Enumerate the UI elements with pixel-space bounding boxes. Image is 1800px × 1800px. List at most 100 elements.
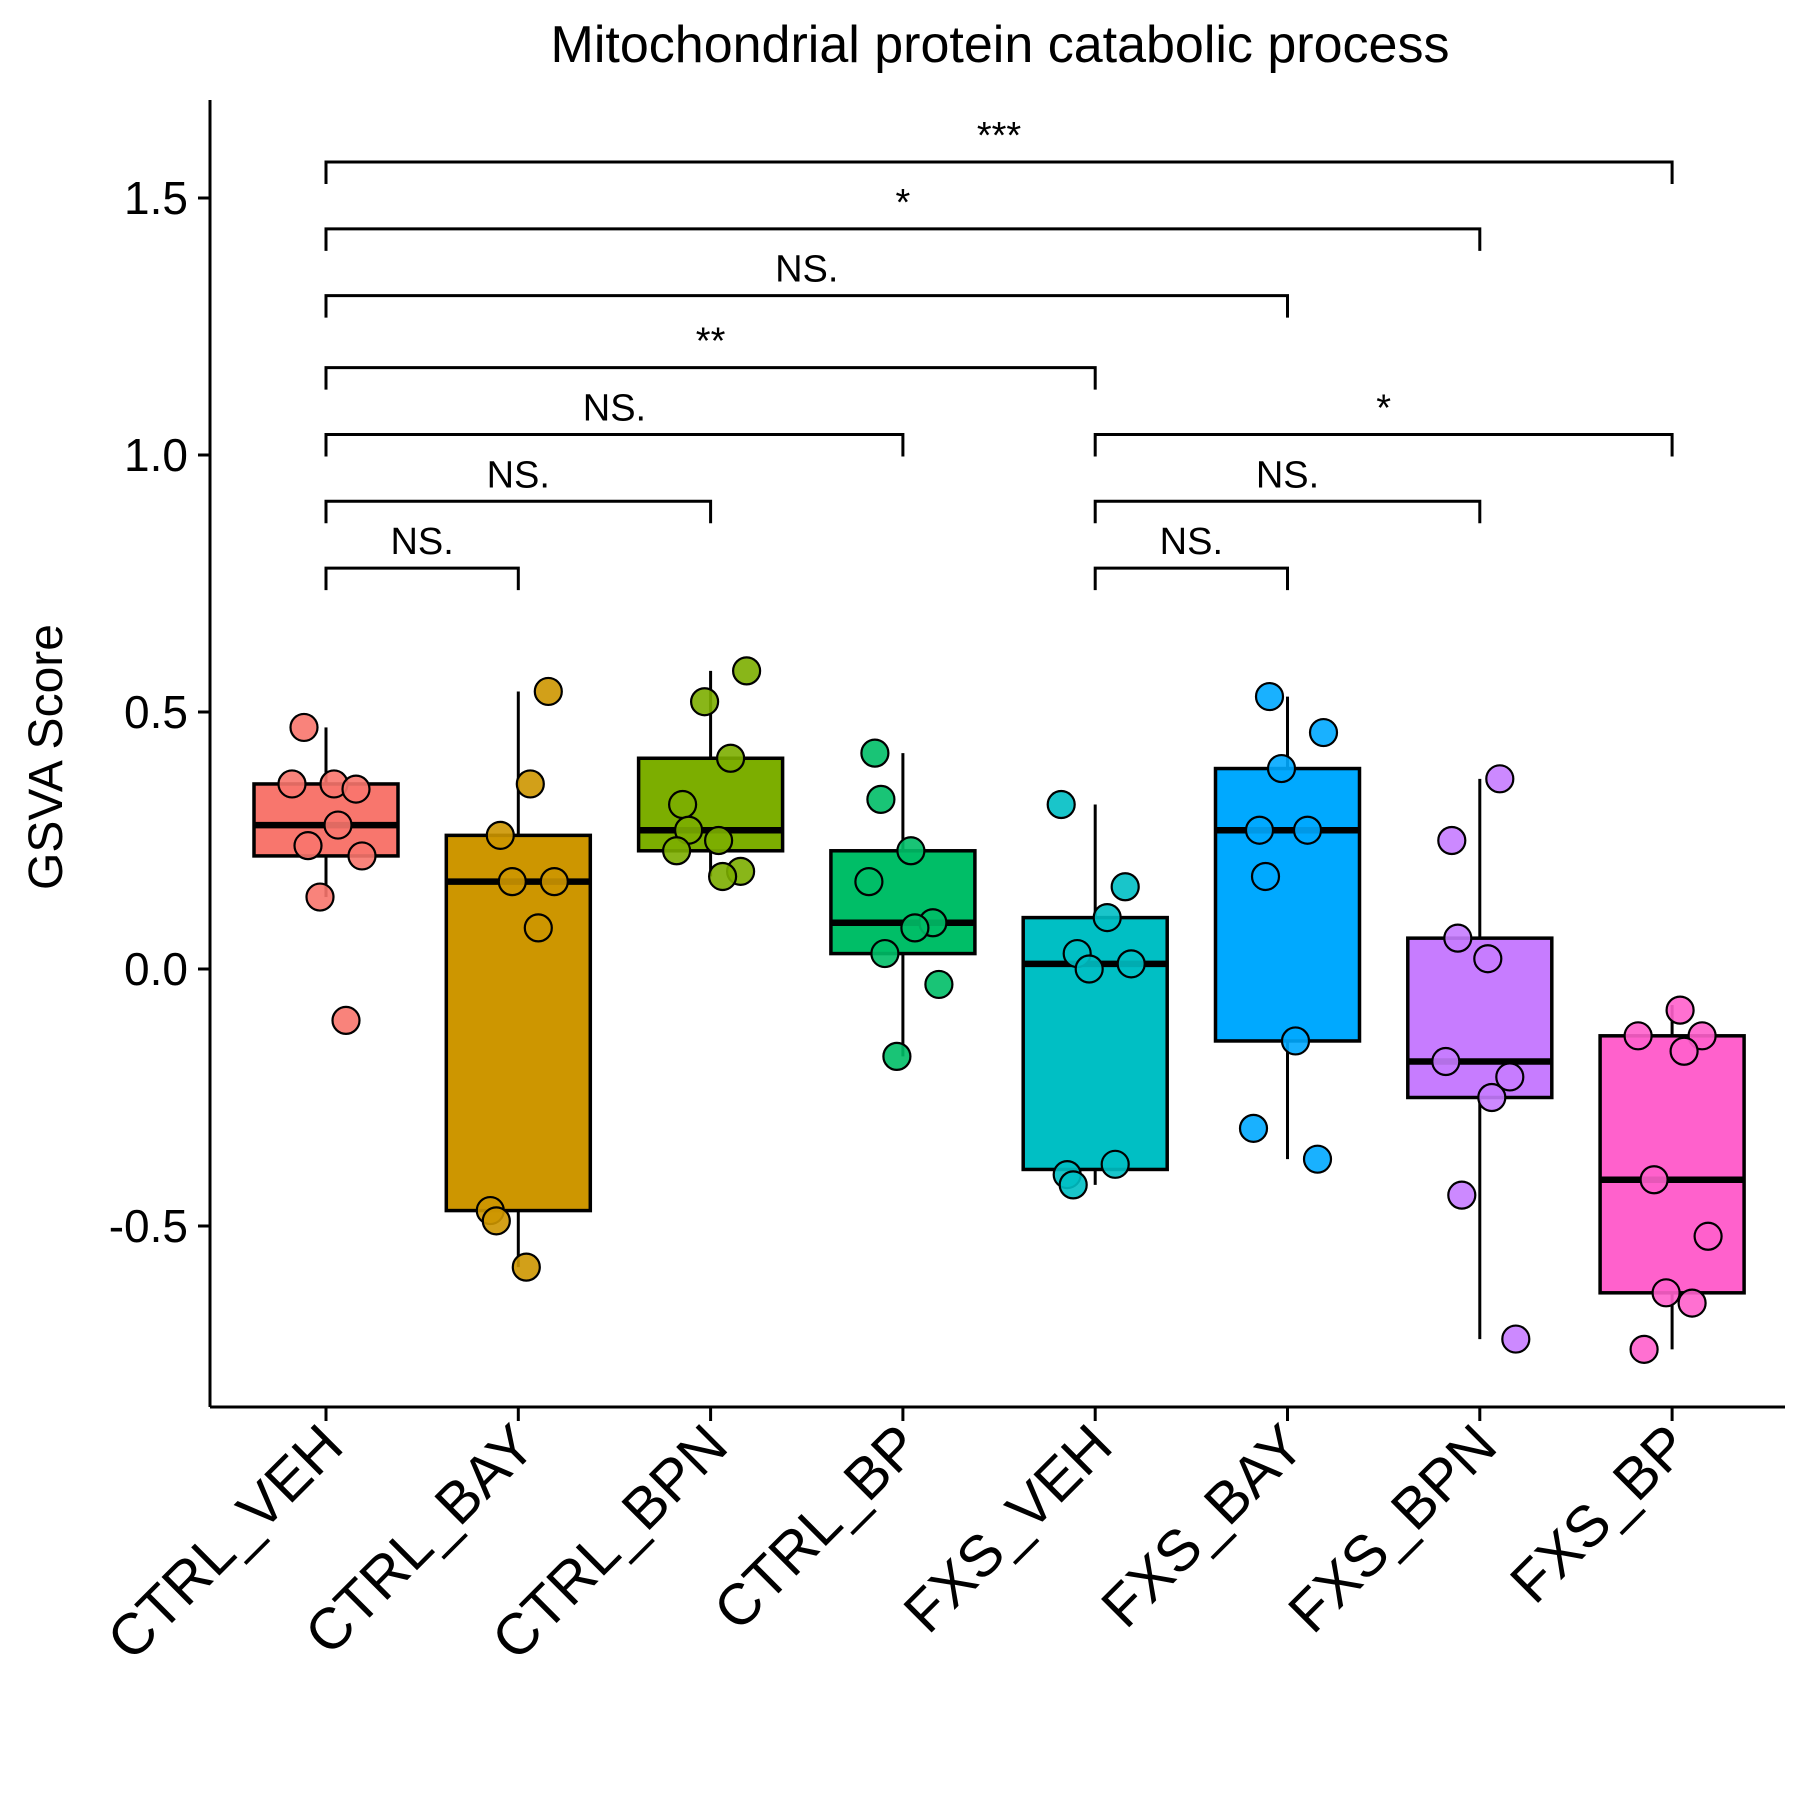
data-point-ctrl-veh bbox=[293, 831, 323, 861]
significance-label: * bbox=[1376, 387, 1391, 429]
x-tick-label-ctrl-bp: CTRL_BP bbox=[702, 1412, 933, 1643]
chart-title: Mitochondrial protein catabolic process bbox=[551, 16, 1450, 74]
data-point-ctrl-bp bbox=[882, 1041, 912, 1071]
data-point-fxs-veh bbox=[1100, 1149, 1130, 1179]
data-point-ctrl-veh bbox=[331, 1005, 361, 1036]
data-point-ctrl-bp bbox=[924, 969, 954, 1000]
data-point-ctrl-bpn bbox=[703, 825, 734, 856]
data-point-ctrl-veh bbox=[347, 841, 377, 871]
data-point-ctrl-bpn bbox=[731, 656, 762, 686]
data-point-fxs-bay bbox=[1250, 861, 1281, 892]
data-point-ctrl-bpn bbox=[661, 836, 692, 866]
data-point-ctrl-veh bbox=[305, 882, 335, 912]
significance-bracket bbox=[324, 499, 713, 524]
box-ctrl-bay bbox=[444, 833, 593, 1213]
data-point-fxs-bp bbox=[1623, 1021, 1653, 1051]
data-point-fxs-veh bbox=[1110, 872, 1140, 902]
data-point-fxs-bpn bbox=[1437, 825, 1467, 856]
data-point-fxs-bpn bbox=[1473, 944, 1503, 974]
data-point-fxs-bp bbox=[1651, 1278, 1681, 1308]
data-point-ctrl-veh bbox=[277, 769, 307, 799]
data-point-ctrl-bay bbox=[523, 913, 553, 943]
data-point-ctrl-bp bbox=[896, 836, 926, 866]
significance-bracket bbox=[1093, 432, 1674, 457]
data-point-fxs-veh bbox=[1058, 1170, 1088, 1200]
data-point-fxs-bpn bbox=[1495, 1062, 1525, 1092]
data-point-ctrl-bpn bbox=[707, 861, 738, 892]
significance-bracket bbox=[324, 366, 1097, 390]
data-point-fxs-veh bbox=[1092, 902, 1122, 933]
data-point-ctrl-veh bbox=[341, 774, 371, 804]
significance-label: NS. bbox=[487, 454, 550, 496]
data-point-ctrl-bay bbox=[511, 1252, 541, 1282]
box-fxs-bay bbox=[1213, 766, 1362, 1043]
data-point-fxs-bpn bbox=[1443, 923, 1473, 953]
significance-label: NS. bbox=[1160, 521, 1223, 563]
data-point-fxs-bay bbox=[1302, 1144, 1333, 1174]
x-tick-label-fxs-bpn: FXS_BPN bbox=[1276, 1412, 1509, 1645]
data-point-ctrl-bpn bbox=[715, 743, 746, 773]
data-point-fxs-bp bbox=[1677, 1288, 1707, 1318]
data-point-ctrl-veh bbox=[289, 712, 319, 743]
data-point-ctrl-bay bbox=[481, 1206, 511, 1236]
x-tick-label-fxs-veh: FXS_VEH bbox=[892, 1412, 1125, 1645]
data-point-ctrl-bp bbox=[900, 913, 930, 943]
data-point-fxs-bpn bbox=[1485, 764, 1515, 794]
data-point-fxs-veh bbox=[1116, 949, 1146, 979]
data-point-fxs-bay bbox=[1308, 717, 1339, 748]
data-point-fxs-bp bbox=[1629, 1334, 1659, 1364]
significance-bracket bbox=[1093, 499, 1482, 524]
data-point-ctrl-bp bbox=[870, 938, 900, 969]
data-point-fxs-bp bbox=[1639, 1165, 1669, 1195]
plot-area: 1.51.00.50.0-0.5CTRL_VEHCTRL_BAYCTRL_BPN… bbox=[95, 100, 1785, 1672]
box-fxs-bp bbox=[1598, 1034, 1746, 1295]
significance-bracket bbox=[324, 160, 1674, 185]
significance-label: * bbox=[896, 182, 911, 224]
data-point-fxs-bpn bbox=[1447, 1180, 1477, 1210]
data-point-ctrl-bp bbox=[860, 738, 890, 768]
y-tick-label: 0.5 bbox=[124, 686, 188, 738]
significance-bracket bbox=[1093, 566, 1289, 591]
data-point-ctrl-veh bbox=[323, 810, 353, 840]
data-point-fxs-bp bbox=[1665, 995, 1695, 1025]
significance-label: *** bbox=[977, 115, 1022, 157]
significance-label: NS. bbox=[775, 249, 838, 291]
y-tick-label: -0.5 bbox=[109, 1200, 188, 1252]
data-point-fxs-bay bbox=[1244, 815, 1275, 845]
data-point-ctrl-bay bbox=[497, 867, 527, 897]
data-point-fxs-bay bbox=[1292, 815, 1323, 845]
y-tick-label: 1.5 bbox=[124, 172, 188, 224]
x-tick-label-fxs-bp: FXS_BP bbox=[1498, 1412, 1701, 1615]
data-point-fxs-bp bbox=[1693, 1221, 1723, 1251]
y-axis-label: GSVA Score bbox=[20, 624, 73, 890]
significance-bracket bbox=[324, 294, 1289, 318]
data-point-fxs-bay bbox=[1238, 1113, 1269, 1143]
data-point-fxs-bp bbox=[1669, 1036, 1699, 1066]
data-point-ctrl-bp bbox=[854, 867, 884, 897]
data-point-fxs-bpn bbox=[1431, 1046, 1461, 1077]
data-point-ctrl-bay bbox=[485, 820, 515, 850]
data-point-fxs-bay bbox=[1266, 753, 1297, 784]
data-point-ctrl-bpn bbox=[689, 687, 720, 717]
data-point-fxs-veh bbox=[1046, 789, 1076, 820]
box-ctrl-bp bbox=[829, 849, 977, 956]
significance-bracket bbox=[324, 432, 905, 457]
significance-label: NS. bbox=[583, 387, 646, 429]
data-point-fxs-bpn bbox=[1501, 1324, 1531, 1354]
data-point-ctrl-bay bbox=[539, 867, 569, 897]
y-tick-label: 0.0 bbox=[124, 943, 188, 995]
significance-label: NS. bbox=[1256, 454, 1319, 496]
data-point-ctrl-bpn bbox=[667, 789, 698, 820]
data-point-ctrl-bp bbox=[866, 784, 896, 814]
box-fxs-veh bbox=[1021, 915, 1169, 1172]
data-point-fxs-bay bbox=[1280, 1026, 1311, 1056]
data-point-ctrl-bay bbox=[533, 676, 563, 707]
data-point-ctrl-bay bbox=[515, 769, 545, 799]
data-point-fxs-bpn bbox=[1477, 1082, 1507, 1113]
data-point-fxs-veh bbox=[1074, 954, 1104, 984]
y-tick-label: 1.0 bbox=[124, 429, 188, 481]
significance-bracket bbox=[324, 566, 520, 591]
data-point-fxs-bay bbox=[1254, 681, 1285, 712]
